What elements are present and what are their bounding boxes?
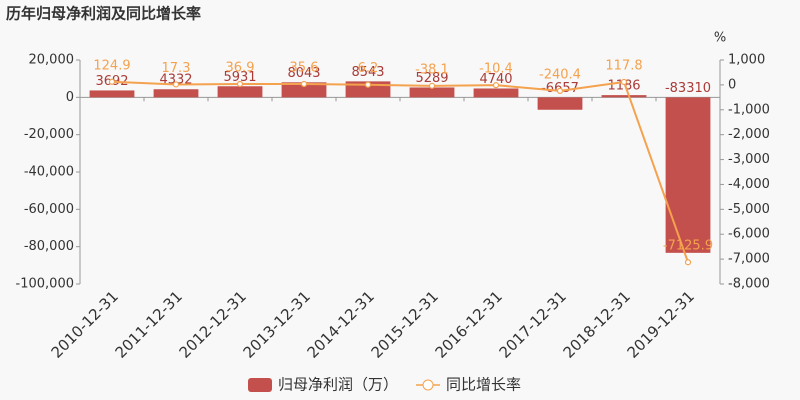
line-value-label: 6.2: [358, 61, 379, 76]
line: [111, 80, 689, 263]
y2-tick-label: -2,000: [728, 127, 770, 142]
line-point: [492, 82, 500, 89]
y2-tick-label: -5,000: [728, 202, 770, 217]
y-tick-label: -100,000: [16, 277, 74, 292]
bar: [153, 89, 199, 98]
chart-title: 历年归母净利润及同比增长率: [6, 5, 201, 23]
bar-value-label: 8543: [351, 65, 384, 80]
line-value-label: 117.8: [605, 58, 642, 73]
bar-value-label: 4740: [479, 72, 512, 87]
line-point: [620, 78, 628, 86]
line-value-label: 35.6: [290, 61, 319, 76]
y2-tick-label: -3,000: [728, 152, 770, 167]
line-value-label: -10.4: [479, 62, 513, 77]
y2-tick-label: 1,000: [728, 53, 765, 68]
line-point: [300, 80, 308, 88]
bar-value-label: -83310: [665, 81, 711, 96]
bar: [409, 87, 455, 98]
y-tick-label: 0: [66, 90, 74, 105]
bar: [601, 95, 647, 98]
bar: [89, 90, 135, 98]
legend-label: 同比增长率: [446, 376, 521, 394]
line-value-label: -38.1: [415, 62, 449, 77]
line-point: [556, 87, 564, 94]
y2-tick-label: -1,000: [728, 102, 770, 117]
bar: [665, 97, 711, 253]
line-point: [684, 259, 692, 266]
bar-value-label: 5289: [415, 71, 448, 86]
line-point: [236, 80, 244, 88]
line-point: [108, 78, 116, 85]
legend: 归母净利润（万） 同比增长率: [248, 376, 521, 394]
legend-label: 归母净利润（万）: [278, 376, 398, 394]
line-point: [172, 81, 180, 88]
y2-tick-label: -7,000: [728, 252, 770, 267]
line-value-label: 36.9: [226, 60, 255, 75]
y-tick-label: -40,000: [24, 165, 74, 180]
line-value-label: -240.4: [539, 67, 581, 82]
y-tick-label: -80,000: [24, 239, 74, 254]
bar: [473, 88, 519, 98]
y2-tick-label: -4,000: [728, 177, 770, 192]
bar-value-label: 8043: [287, 66, 320, 81]
y2-tick-label: -6,000: [728, 227, 770, 242]
y2-axis-unit: %: [714, 31, 726, 46]
y-tick-label: 20,000: [29, 53, 75, 68]
line-point: [428, 82, 436, 89]
legend-swatch-point: [422, 379, 434, 391]
y2-tick-label: -8,000: [728, 277, 770, 292]
y2-tick-label: 0: [728, 77, 736, 92]
line-value-label: -7125.9: [663, 239, 713, 254]
y-tick-label: -20,000: [24, 127, 74, 142]
bar: [281, 82, 327, 98]
bar: [537, 97, 583, 110]
line-value-label: 17.3: [162, 61, 191, 76]
line-point: [364, 81, 372, 88]
y-tick-label: -60,000: [24, 202, 74, 217]
bar: [217, 86, 263, 98]
legend-swatch: [248, 378, 272, 392]
bar-value-label: 5931: [223, 70, 256, 85]
line-value-label: 124.9: [93, 58, 130, 73]
